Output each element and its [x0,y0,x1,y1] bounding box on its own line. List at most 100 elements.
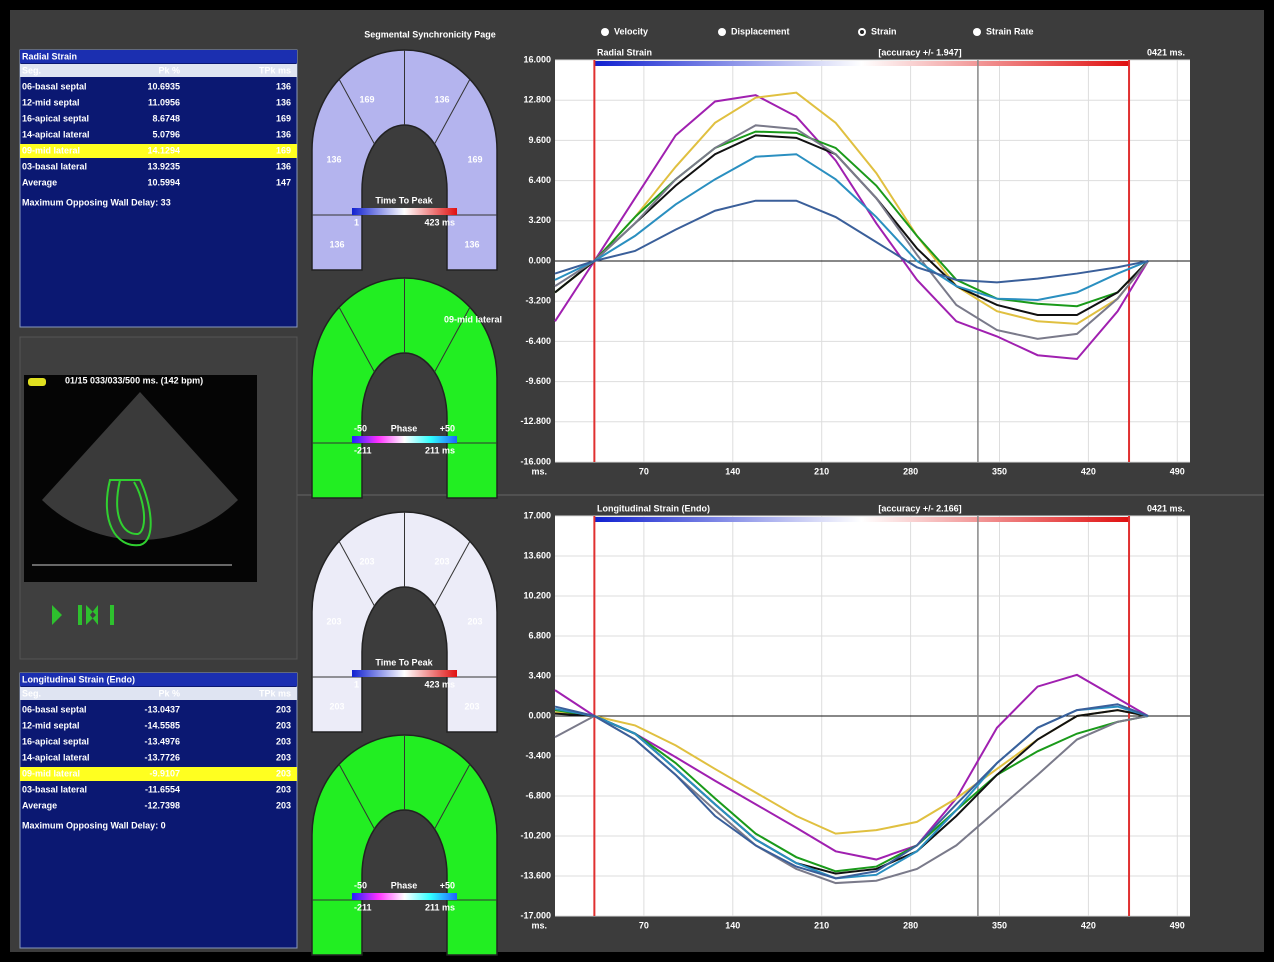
table-cell: 169 [276,113,291,123]
radio[interactable] [718,28,726,36]
table-title: Longitudinal Strain (Endo) [22,674,135,684]
y-tick-label: 12.800 [523,95,551,105]
segment-value: 136 [434,94,449,104]
table-cell: 09-mid lateral [22,145,80,155]
table-header: Seg. [22,688,41,698]
scale-label: 423 ms [424,217,455,227]
table-cell: 03-basal lateral [22,161,87,171]
table-cell: -12.7398 [144,800,180,810]
table-cell: 12-mid septal [22,97,80,107]
table-header: Pk % [158,688,180,698]
x-tick-label: 490 [1170,466,1185,476]
y-tick-label: -3.200 [525,296,551,306]
table-header: Seg. [22,65,41,75]
table-cell: -13.0437 [144,704,180,714]
table-cell: 09-mid lateral [22,768,80,778]
table-cell: -13.4976 [144,736,180,746]
scale-label: 211 ms [425,902,455,912]
table-cell: 136 [276,81,291,91]
y-tick-label: -17.000 [520,910,551,920]
y-tick-label: 10.200 [523,590,551,600]
scale-label: +50 [440,423,455,433]
scale-title: Time To Peak [375,657,433,667]
scale-label: 1 [354,217,359,227]
segment-value: 203 [464,701,479,711]
scale-title: Phase [391,880,418,890]
radio-label: Displacement [731,26,790,36]
chart-annotation: 0421 ms. [1147,47,1185,57]
y-tick-label: 13.600 [523,550,551,560]
y-tick-label: 0.000 [528,710,551,720]
table-cell: 203 [276,720,291,730]
table-cell: Average [22,177,57,187]
color-band [594,517,1129,522]
scale-label: -50 [354,423,367,433]
scale-label: 211 ms [425,445,455,455]
y-tick-label: -9.600 [525,376,551,386]
table-cell: 203 [276,784,291,794]
color-scale [352,670,457,677]
table-cell: -9.9107 [149,768,180,778]
chart-title: Radial Strain [597,47,652,57]
table-cell: 203 [276,736,291,746]
chart-title: Longitudinal Strain (Endo) [597,503,710,513]
table-cell: 06-basal septal [22,704,87,714]
y-tick-label: -13.600 [520,870,551,880]
y-tick-label: 6.800 [528,630,551,640]
scale-label: -211 [354,902,372,912]
radio[interactable] [973,28,981,36]
x-tick-label: 210 [814,920,829,930]
table-cell: 11.0956 [148,97,180,107]
y-tick-label: -6.800 [525,790,551,800]
echo-caption: 01/15 033/033/500 ms. (142 bpm) [65,375,203,385]
x-tick-label: 280 [903,920,918,930]
x-tick-label: 70 [639,466,649,476]
segment-value: 136 [464,239,479,249]
x-tick-label: 70 [639,920,649,930]
y-tick-label: -12.800 [520,416,551,426]
x-tick-label: 420 [1081,920,1096,930]
table-footer: Maximum Opposing Wall Delay: 33 [22,197,171,207]
screen: Segmental Synchronicity PageVelocityDisp… [0,0,1274,962]
chart-annotation: 0421 ms. [1147,503,1185,513]
table-cell: 06-basal septal [22,81,87,91]
y-tick-label: 3.200 [528,215,551,225]
x-tick-label: 350 [992,920,1007,930]
y-tick-label: 0.000 [528,255,551,265]
y-tick-label: 6.400 [528,175,551,185]
table-cell: 8.6748 [152,113,180,123]
radio-label: Strain [871,26,897,36]
y-tick-label: -6.400 [525,336,551,346]
radio[interactable] [601,28,609,36]
y-tick-label: -10.200 [520,830,551,840]
y-tick-label: -16.000 [520,456,551,466]
table-cell: 14-apical lateral [22,752,90,762]
segment-value: 203 [434,556,449,566]
table-cell: 136 [276,97,291,107]
radio-label: Velocity [614,26,648,36]
table-cell: 169 [276,145,291,155]
table-cell: 16-apical septal [22,113,89,123]
table-cell: 203 [276,768,291,778]
chart-annotation: [accuracy +/- 2.166] [878,503,961,513]
radio-dot [860,30,864,34]
scale-label: 423 ms [424,679,455,689]
segment-value: 136 [329,239,344,249]
table-cell: 203 [276,800,291,810]
table-cell: 13.9235 [147,161,180,171]
table-cell: 12-mid septal [22,720,80,730]
x-tick-label: 420 [1081,466,1096,476]
segment-value: 203 [359,556,374,566]
chart-annotation: [accuracy +/- 1.947] [878,47,961,57]
segment-value: 203 [326,616,341,626]
table-cell: 5.0796 [152,129,180,139]
table-cell: 14.1294 [147,145,180,155]
table-cell: -11.6554 [145,784,180,794]
table-cell: 10.5994 [147,177,180,187]
x-tick-label: 490 [1170,920,1185,930]
segment-value: 136 [326,154,341,164]
x-tick-label: 140 [725,920,740,930]
table-header: TPk ms [259,688,291,698]
table-cell: 16-apical septal [22,736,89,746]
segment-value: 203 [467,616,482,626]
